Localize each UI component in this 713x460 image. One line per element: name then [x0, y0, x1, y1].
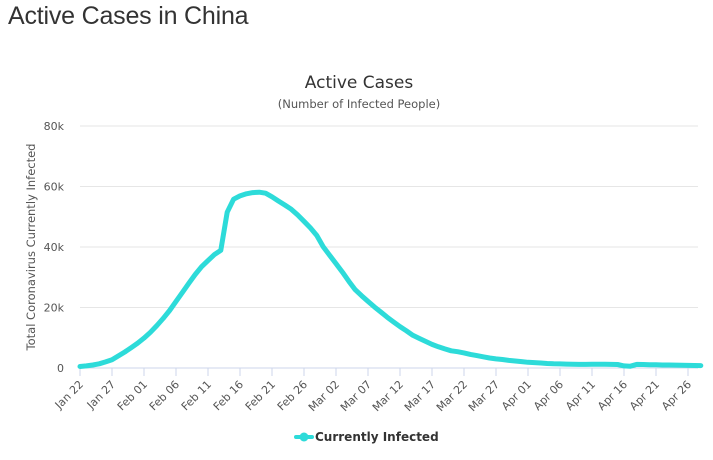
x-tick-label: Apr 11	[563, 378, 598, 413]
x-tick-label: Apr 16	[595, 378, 630, 413]
grid-lines	[80, 125, 698, 369]
x-tick-label: Feb 16	[211, 378, 246, 413]
x-tick-label: Mar 07	[338, 378, 374, 414]
legend-label-currently-infected[interactable]: Currently Infected	[315, 430, 439, 444]
legend[interactable]: Currently Infected	[294, 430, 439, 444]
x-tick-label: Feb 06	[147, 378, 182, 413]
x-tick-label: Apr 21	[627, 378, 662, 413]
x-tick-label: Feb 21	[243, 378, 278, 413]
x-tick-label: Apr 26	[659, 378, 694, 413]
x-tick-label: Apr 01	[499, 378, 534, 413]
y-tick-label: 60k	[44, 181, 65, 194]
x-tick-label: Mar 02	[306, 378, 342, 414]
chart-title: Active Cases	[305, 73, 414, 93]
x-tick-label: Mar 17	[402, 378, 438, 414]
x-tick-label: Feb 01	[115, 378, 150, 413]
y-tick-label: 0	[57, 362, 64, 375]
y-axis-ticks: 0 20k 40k 60k 80k	[44, 120, 65, 375]
x-tick-label: Mar 12	[370, 378, 406, 414]
x-tick-label: Apr 06	[531, 378, 566, 413]
x-tick-label: Mar 27	[466, 378, 502, 414]
x-tick-label: Feb 26	[275, 378, 310, 413]
chart-subtitle: (Number of Infected People)	[278, 97, 440, 111]
y-tick-label: 20k	[44, 302, 65, 315]
y-tick-label: 40k	[44, 241, 65, 254]
x-tick-label: Feb 11	[179, 378, 214, 413]
legend-marker	[299, 432, 309, 442]
x-tick-label: Mar 22	[434, 378, 470, 414]
y-tick-label: 80k	[44, 120, 65, 133]
series-layer	[77, 189, 704, 369]
series-line-currently-infected[interactable]	[77, 189, 704, 369]
x-tick-label: Jan 22	[52, 378, 86, 412]
page-title: Active Cases in China	[8, 2, 249, 30]
y-axis-title: Total Coronavirus Currently Infected	[24, 144, 38, 352]
x-tick-label: Jan 27	[84, 378, 118, 412]
